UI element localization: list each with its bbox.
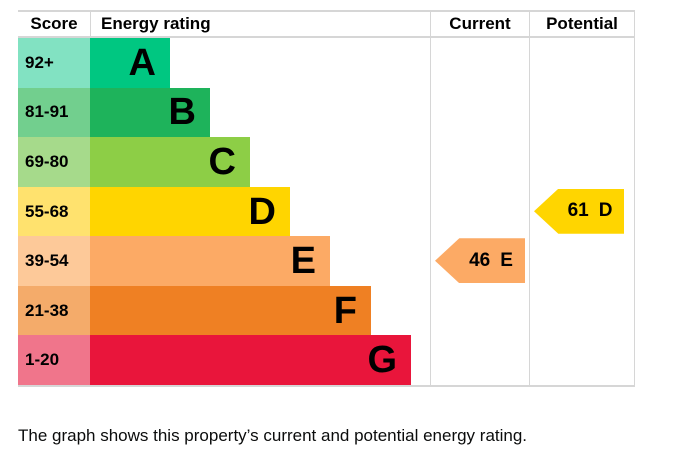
header-energy-rating: Energy rating [90,12,430,36]
rating-bar: G [90,335,411,386]
grade-letter: E [290,240,316,283]
potential-column: 61 D [529,38,635,385]
rating-bar: D [90,186,290,237]
rating-bar: E [90,236,330,286]
grade-letter: C [208,140,236,183]
rating-bar: C [90,137,250,187]
score-range: 1-20 [18,335,90,386]
rating-bar: B [90,87,210,138]
potential-grade-letter: D [598,200,613,222]
grade-letter: G [367,339,397,382]
current-column: 46 E [430,38,529,385]
score-range: 81-91 [18,87,90,138]
epc-band-row: 92+ A [18,38,430,88]
table-header-row: Score Energy rating Current Potential [18,10,635,38]
header-current: Current [430,12,529,36]
grade-letter: B [168,91,196,134]
graph-caption: The graph shows this property’s current … [18,426,528,445]
header-score: Score [30,14,78,33]
epc-band-row: 81-91 B [18,87,430,138]
potential-score-value: 61 [567,200,589,222]
score-range: 55-68 [18,186,90,237]
epc-rows: 92+ A 81-91 B 69-80 C 55-68 D 39-54 E 21-38 F 1-20 G [18,38,430,386]
score-range: 92+ [18,38,90,88]
current-score-value: 46 [469,249,491,271]
rating-bar: A [90,38,170,88]
epc-band-row: 21-38 F [18,285,430,336]
header-potential: Potential [529,12,635,36]
grade-letter: A [128,41,156,84]
current-rating-arrow: 46 E [435,238,525,284]
score-range: 21-38 [18,285,90,336]
potential-rating-arrow: 61 D [534,188,624,234]
epc-band-row: 39-54 E [18,236,430,286]
score-range: 39-54 [18,236,90,286]
score-range: 69-80 [18,137,90,187]
current-grade-letter: E [500,249,513,271]
epc-band-row: 69-80 C [18,137,430,187]
epc-band-row: 55-68 D [18,186,430,237]
rating-bar: F [90,285,371,336]
grade-letter: F [333,289,357,332]
table-body: 92+ A 81-91 B 69-80 C 55-68 D 39-54 E 21-38 F 1-20 G … [18,38,635,387]
epc-table: Score Energy rating Current Potential 92… [18,10,635,387]
epc-band-row: 1-20 G [18,335,430,386]
grade-letter: D [248,190,276,233]
